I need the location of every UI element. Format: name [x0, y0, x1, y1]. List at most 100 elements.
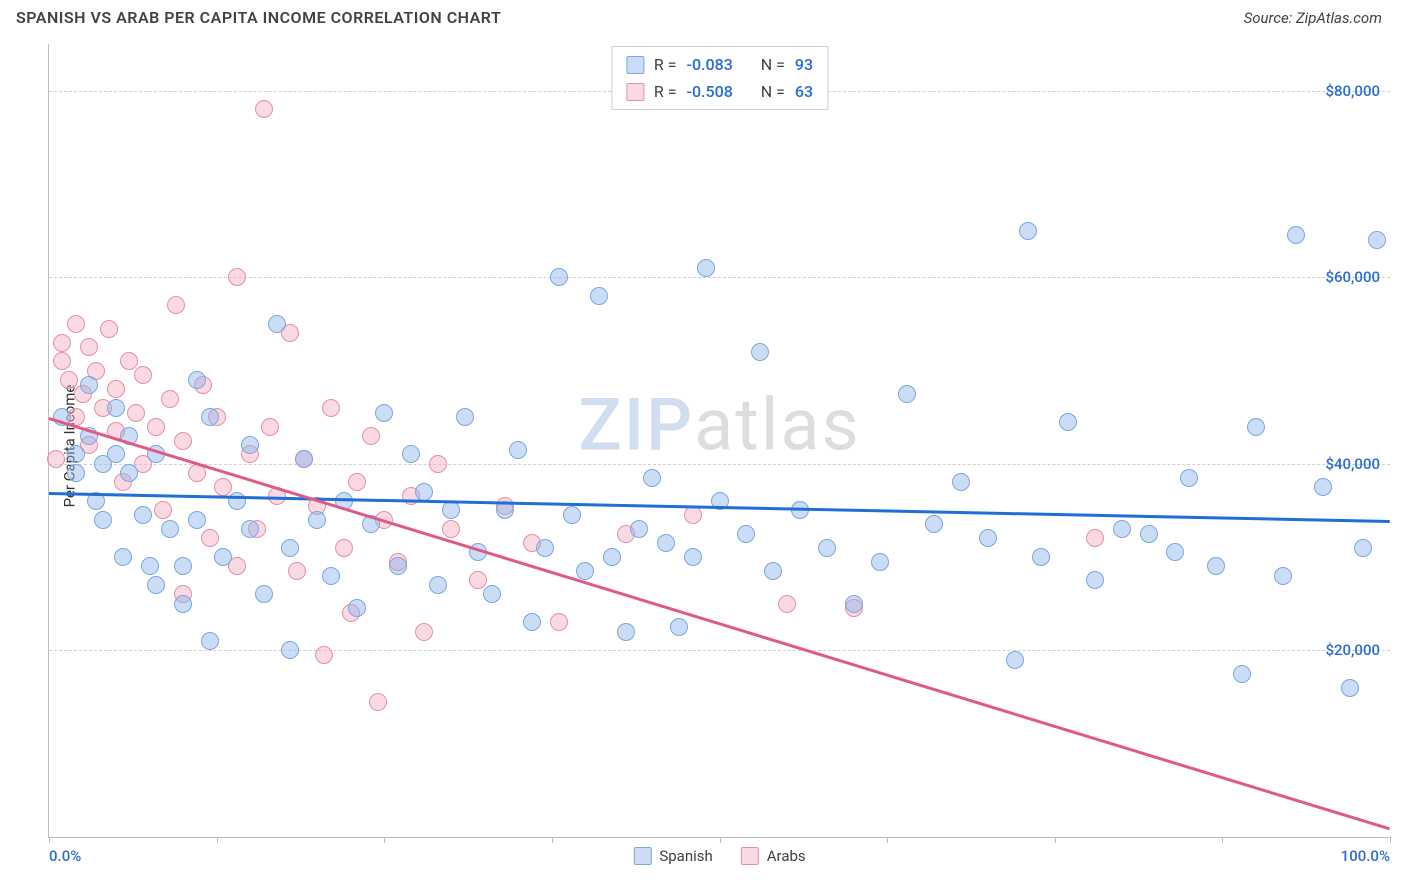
data-point: [348, 599, 366, 617]
data-point: [509, 441, 527, 459]
x-tick: [887, 837, 888, 843]
data-point: [107, 399, 125, 417]
data-point: [201, 632, 219, 650]
n-value: 93: [795, 51, 813, 78]
data-point: [415, 483, 433, 501]
data-point: [47, 450, 65, 468]
legend-row-arabs: R = -0.508 N = 63: [626, 78, 813, 105]
data-point: [167, 296, 185, 314]
y-tick-label: $80,000: [1325, 82, 1380, 100]
data-point: [1368, 231, 1386, 249]
data-point: [255, 585, 273, 603]
x-tick: [49, 837, 50, 843]
x-tick: [1390, 837, 1391, 843]
data-point: [630, 520, 648, 538]
chart-container: SPANISH VS ARAB PER CAPITA INCOME CORREL…: [0, 0, 1406, 892]
data-point: [134, 506, 152, 524]
data-point: [94, 511, 112, 529]
data-point: [871, 553, 889, 571]
data-point: [1140, 525, 1158, 543]
plot-area: ZIPatlas R = -0.083 N = 93 R = -0.508 N …: [48, 44, 1390, 838]
data-point: [120, 352, 138, 370]
data-point: [281, 641, 299, 659]
data-point: [214, 548, 232, 566]
data-point: [322, 399, 340, 417]
data-point: [737, 525, 755, 543]
data-point: [201, 529, 219, 547]
data-point: [684, 548, 702, 566]
data-point: [335, 539, 353, 557]
data-point: [141, 557, 159, 575]
swatch-arabs-icon: [741, 847, 759, 865]
data-point: [1247, 418, 1265, 436]
data-point: [188, 511, 206, 529]
gridline: [49, 464, 1390, 465]
data-point: [523, 613, 541, 631]
data-point: [550, 268, 568, 286]
source-label: Source: ZipAtlas.com: [1244, 9, 1382, 27]
data-point: [898, 385, 916, 403]
x-tick: [217, 837, 218, 843]
y-tick-label: $40,000: [1325, 455, 1380, 473]
legend-label-spanish: Spanish: [659, 847, 712, 865]
swatch-arabs-icon: [626, 83, 644, 101]
data-point: [442, 501, 460, 519]
data-point: [670, 618, 688, 636]
data-point: [590, 287, 608, 305]
x-tick: [720, 837, 721, 843]
data-point: [429, 455, 447, 473]
data-point: [241, 520, 259, 538]
data-point: [268, 315, 286, 333]
data-point: [134, 366, 152, 384]
data-point: [362, 427, 380, 445]
data-point: [1086, 529, 1104, 547]
data-point: [1287, 226, 1305, 244]
legend-row-spanish: R = -0.083 N = 93: [626, 51, 813, 78]
data-point: [348, 473, 366, 491]
x-tick-label: 100.0%: [1341, 847, 1390, 865]
data-point: [1032, 548, 1050, 566]
data-point: [684, 506, 702, 524]
r-value: -0.508: [687, 78, 733, 105]
n-label: N =: [761, 51, 785, 78]
data-point: [107, 445, 125, 463]
data-point: [174, 432, 192, 450]
data-point: [147, 576, 165, 594]
data-point: [402, 445, 420, 463]
data-point: [322, 567, 340, 585]
data-point: [778, 595, 796, 613]
data-point: [751, 343, 769, 361]
data-point: [147, 418, 165, 436]
data-point: [845, 595, 863, 613]
data-point: [1274, 567, 1292, 585]
data-point: [161, 390, 179, 408]
data-point: [288, 562, 306, 580]
data-point: [979, 529, 997, 547]
data-point: [389, 557, 407, 575]
x-tick-label: 0.0%: [49, 847, 81, 865]
data-point: [1180, 469, 1198, 487]
r-value: -0.083: [687, 51, 733, 78]
watermark-zip: ZIP: [578, 382, 694, 467]
r-label: R =: [654, 51, 677, 78]
data-point: [255, 100, 273, 118]
data-point: [1086, 571, 1104, 589]
data-point: [818, 539, 836, 557]
watermark-atlas: atlas: [694, 382, 861, 467]
data-point: [657, 534, 675, 552]
data-point: [1113, 520, 1131, 538]
data-point: [67, 464, 85, 482]
data-point: [375, 404, 393, 422]
n-label: N =: [761, 78, 785, 105]
swatch-spanish-icon: [633, 847, 651, 865]
gridline: [49, 277, 1390, 278]
data-point: [201, 408, 219, 426]
x-tick: [552, 837, 553, 843]
x-tick: [1055, 837, 1056, 843]
series-legend: Spanish Arabs: [633, 847, 805, 865]
chart-title: SPANISH VS ARAB PER CAPITA INCOME CORREL…: [16, 8, 501, 27]
data-point: [536, 539, 554, 557]
data-point: [1019, 222, 1037, 240]
data-point: [952, 473, 970, 491]
data-point: [563, 506, 581, 524]
